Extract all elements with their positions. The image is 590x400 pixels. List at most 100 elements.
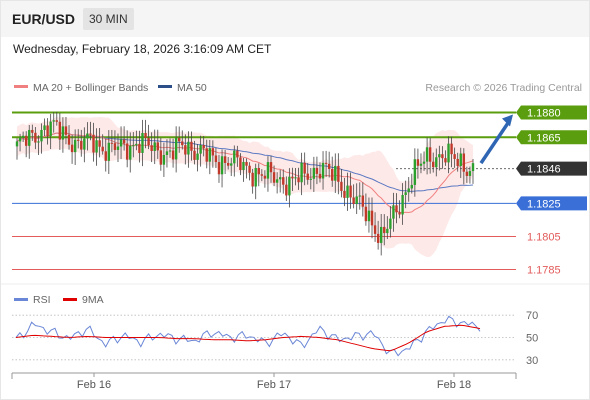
candle-body bbox=[471, 163, 475, 172]
candle-body bbox=[101, 146, 104, 152]
candle-body bbox=[89, 133, 92, 135]
candle-body bbox=[86, 133, 89, 139]
candle-body bbox=[55, 120, 58, 122]
legend-label: MA 20 + Bollinger Bands bbox=[33, 82, 148, 94]
candle-body bbox=[245, 161, 248, 166]
candle-body bbox=[80, 140, 83, 150]
candle-body bbox=[174, 137, 178, 160]
candle-body bbox=[205, 148, 208, 162]
candle-body bbox=[18, 137, 22, 142]
candle-body bbox=[248, 165, 251, 173]
candle-body bbox=[104, 151, 107, 161]
candle-body bbox=[73, 139, 77, 153]
candle-body bbox=[153, 142, 156, 151]
candle-body bbox=[379, 226, 383, 243]
candle-body bbox=[309, 178, 312, 180]
candle-body bbox=[272, 172, 276, 183]
candle-body bbox=[453, 154, 456, 159]
candle-body bbox=[162, 154, 166, 165]
candle-body bbox=[132, 145, 135, 147]
candle-body bbox=[64, 126, 68, 135]
candle-body bbox=[15, 141, 19, 147]
candle-body bbox=[432, 161, 435, 168]
candle-body bbox=[324, 162, 328, 164]
candle-body bbox=[468, 171, 472, 176]
candle-body bbox=[83, 138, 86, 150]
candle-body bbox=[340, 181, 343, 191]
candle-body bbox=[367, 210, 371, 222]
forecast-arrow-head bbox=[502, 114, 513, 127]
price-panel: MA 20 + Bollinger Bands MA 50 Research © 2… bbox=[1, 82, 589, 285]
candle-body bbox=[462, 153, 466, 172]
candle-body bbox=[214, 155, 218, 163]
candle-body bbox=[294, 177, 297, 179]
candle-body bbox=[147, 137, 150, 146]
candle-body bbox=[159, 150, 163, 165]
header-bar: EUR/USD 30 MIN bbox=[1, 1, 589, 37]
candle-body bbox=[196, 153, 199, 160]
rsi-line bbox=[15, 315, 481, 357]
candle-body bbox=[321, 162, 325, 179]
candle-body bbox=[31, 129, 34, 133]
x-tick-label: Feb 16 bbox=[77, 379, 111, 391]
candle-body bbox=[43, 125, 46, 130]
candle-body bbox=[395, 205, 398, 213]
candle-body bbox=[239, 157, 242, 171]
candle-body bbox=[24, 135, 28, 146]
candle-body bbox=[254, 168, 257, 187]
candle-body bbox=[459, 153, 462, 166]
level-label-support: 1.1805 bbox=[527, 231, 561, 243]
rsi-panel: RSI 9MA 70 50 30 Feb 16 Feb 17 Feb 18 bbox=[11, 294, 538, 391]
candle-body bbox=[346, 185, 349, 198]
candle-body bbox=[425, 147, 429, 162]
candle-body bbox=[208, 148, 212, 162]
candle-body bbox=[456, 158, 459, 166]
candle-body bbox=[220, 156, 224, 175]
candle-body bbox=[303, 162, 306, 174]
candle-body bbox=[138, 143, 141, 153]
candle-body bbox=[361, 195, 365, 207]
level-label-resistance: 1.1865 bbox=[527, 132, 561, 144]
candle-body bbox=[150, 145, 153, 151]
candle-body bbox=[422, 161, 426, 164]
candle-body bbox=[226, 162, 230, 166]
candle-body bbox=[190, 141, 193, 151]
candle-body bbox=[297, 177, 300, 183]
candle-body bbox=[21, 135, 25, 138]
candle-body bbox=[187, 141, 190, 155]
candle-body bbox=[67, 134, 71, 145]
candle-body bbox=[181, 141, 184, 146]
candle-body bbox=[251, 172, 254, 187]
symbol-title: EUR/USD bbox=[12, 11, 76, 27]
candle-body bbox=[373, 225, 377, 234]
candle-body bbox=[242, 161, 245, 171]
level-tag-resistance bbox=[516, 105, 587, 120]
candle-body bbox=[34, 132, 37, 143]
legend-swatch bbox=[158, 85, 172, 88]
level-label-pivot: 1.1825 bbox=[527, 198, 561, 210]
candle-body bbox=[141, 132, 144, 153]
timeframe-selector[interactable]: 30 MIN bbox=[83, 8, 134, 30]
candle-body bbox=[70, 144, 74, 153]
candle-body bbox=[77, 139, 80, 141]
candle-body bbox=[122, 139, 126, 144]
candle-body bbox=[233, 150, 236, 164]
candle-body bbox=[236, 150, 239, 158]
candle-body bbox=[349, 185, 352, 198]
candle-body bbox=[193, 150, 196, 160]
candle-body bbox=[312, 167, 316, 179]
candle-body bbox=[263, 175, 267, 179]
rsi-tick-label: 30 bbox=[526, 355, 538, 367]
rsi-tick-label: 50 bbox=[526, 333, 538, 345]
candle-body bbox=[428, 147, 432, 162]
candle-body bbox=[413, 159, 417, 185]
rsi-legend-label: RSI bbox=[33, 294, 51, 306]
candle-body bbox=[401, 194, 404, 215]
candle-body bbox=[184, 145, 187, 155]
candle-body bbox=[116, 146, 120, 150]
candle-body bbox=[392, 205, 395, 219]
candle-body bbox=[129, 145, 132, 160]
candle-body bbox=[291, 176, 294, 179]
candle-body bbox=[156, 142, 159, 151]
